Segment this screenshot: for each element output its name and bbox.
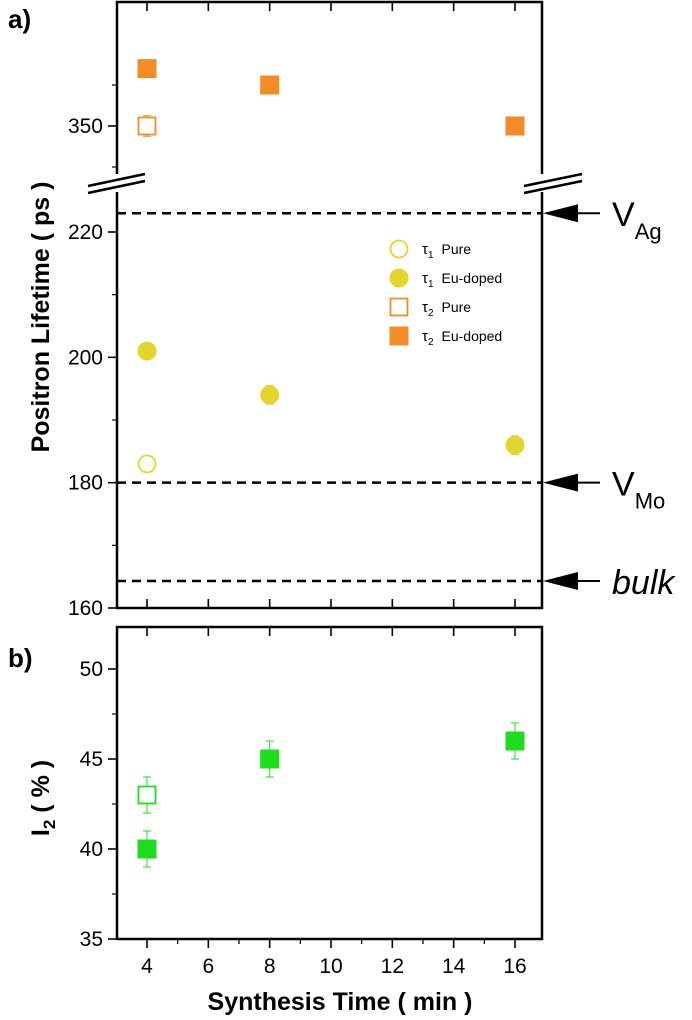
reference-line-label: VMo [612, 466, 665, 514]
panel-b-y-axis-title: I2 ( % ) [27, 760, 59, 836]
panel-a-data-markers [137, 59, 525, 474]
x-tick-label: 12 [381, 955, 404, 978]
tau2-data-point [260, 75, 280, 95]
tau2-data-point [505, 116, 525, 136]
panel-a-y-tick-label: 220 [68, 221, 103, 244]
tau2-data-point [137, 116, 157, 136]
x-tick-label: 16 [503, 955, 526, 978]
legend-marker [389, 239, 409, 259]
i2-data-point [137, 839, 157, 859]
tau1-data-point [260, 385, 280, 405]
panel-b-ticks: 4 6 8 10 12 14 16 35 40 45 50 [80, 627, 527, 978]
reference-line-label-main: V [612, 466, 635, 504]
panel-b-frame [115, 625, 544, 941]
legend-symbol-sub: 1 [428, 250, 434, 261]
panel-b-y-tick-label: 45 [80, 748, 103, 771]
panel-a-y-tick-label: 180 [68, 472, 103, 495]
panel-a-frame [115, 0, 544, 610]
i2-data-point [260, 749, 280, 769]
panel-a-label: a) [8, 4, 31, 34]
legend-symbol-sub: 1 [428, 279, 434, 290]
legend-symbol: τ [422, 241, 428, 258]
x-tick-label: 6 [202, 955, 214, 978]
x-tick-label: 8 [264, 955, 276, 978]
reference-arrow-head [543, 204, 578, 223]
reference-arrow-head [543, 473, 578, 492]
legend-label: Eu-doped [442, 270, 503, 286]
panel-b-y-tick-label: 50 [80, 658, 103, 681]
legend-symbol: τ [422, 270, 428, 287]
tau2-data-point [137, 59, 157, 79]
reference-line-label: VAg [612, 196, 662, 244]
axis-break-right [523, 172, 583, 195]
i2-data-point [505, 731, 525, 751]
legend-label: Pure [442, 241, 472, 257]
reference-line-label: bulk [612, 564, 676, 602]
legend-symbol: τ [422, 328, 428, 345]
legend-symbol-sub: 2 [428, 337, 434, 348]
x-tick-label: 14 [442, 955, 466, 978]
panel-b-y-tick-label: 35 [80, 928, 103, 951]
panel-a-y-tick-label: 350 [68, 115, 103, 138]
legend-label: Pure [442, 299, 472, 315]
legend-entry-label: τ1 Pure [422, 241, 471, 261]
reference-line-label-main: bulk [612, 564, 676, 602]
panel-a-y-axis-title: Positron Lifetime ( ps ) [27, 182, 55, 453]
legend-marker [389, 297, 409, 317]
tau1-data-point [137, 454, 157, 474]
legend-symbol-sub: 2 [428, 308, 434, 319]
panel-b-y-tick-label: 40 [80, 838, 103, 861]
reference-line-label-sub: Mo [635, 489, 666, 514]
x-tick-label: 10 [319, 955, 342, 978]
legend-marker [389, 268, 409, 288]
legend-symbol: τ [422, 299, 428, 316]
panel-a-y-tick-label: 160 [68, 597, 103, 620]
reference-line-label-main: V [612, 196, 635, 234]
legend-entry-label: τ2 Eu-doped [422, 328, 502, 348]
x-axis-title: Synthesis Time ( min ) [208, 988, 473, 1016]
legend-marker [389, 326, 409, 346]
panel-a-ticks: 160 180 200 220 350 [68, 2, 516, 620]
legend-entry-label: τ2 Pure [422, 299, 471, 319]
x-tick-label: 4 [141, 955, 153, 978]
panel-a-y-tick-label: 200 [68, 346, 103, 369]
reference-arrow-head [543, 572, 578, 591]
legend-entry-label: τ1 Eu-doped [422, 270, 502, 290]
i2-data-point [137, 785, 157, 805]
panel-b-data-markers [137, 722, 525, 868]
reference-line-label-sub: Ag [635, 219, 662, 244]
tau1-data-point [137, 341, 157, 361]
axis-break-left [87, 172, 146, 195]
panel-b-y-axis-title-rest: ( % ) [27, 760, 55, 820]
legend-label: Eu-doped [442, 328, 503, 344]
panel-b-label: b) [8, 643, 33, 673]
panel-b-y-axis-title-sub: 2 [40, 820, 59, 829]
panel-b-y-axis-title-main: I [27, 829, 55, 836]
tau1-data-point [505, 435, 525, 455]
